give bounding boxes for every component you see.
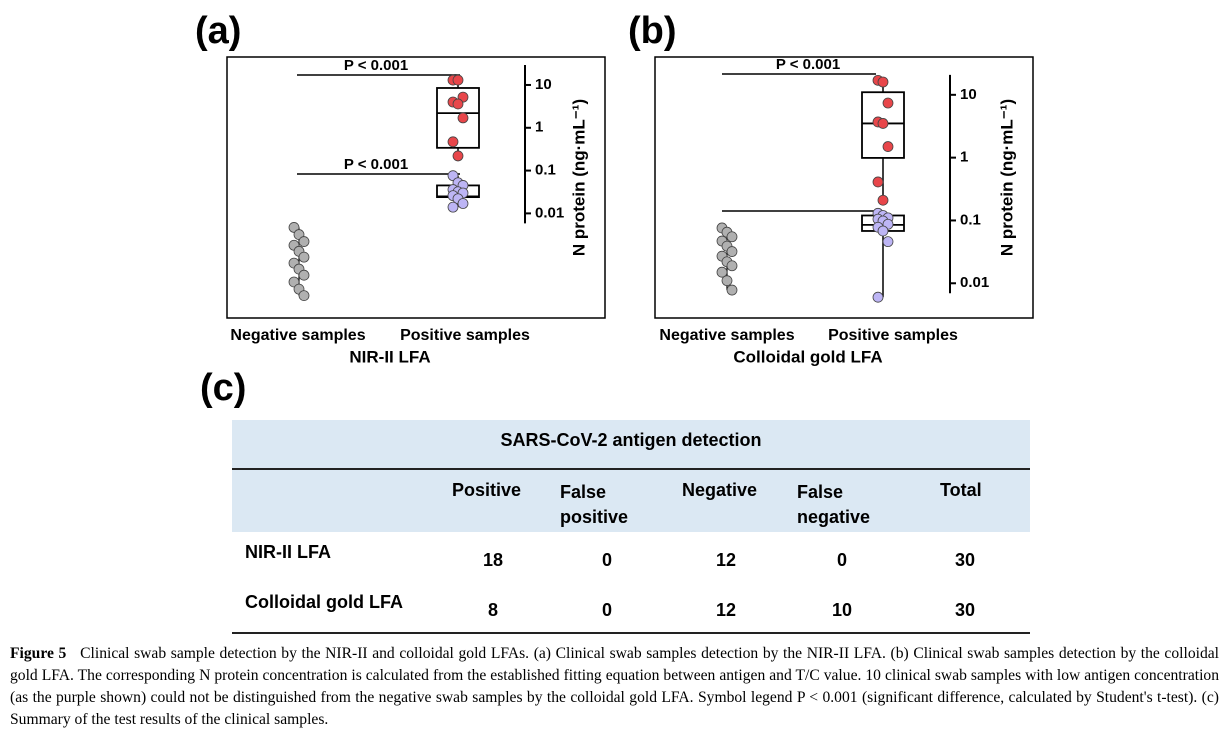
point [298,236,310,247]
point [872,291,884,303]
point [877,225,889,237]
point [872,176,884,188]
point [716,266,728,278]
x-tick-label: Positive samples [400,327,530,344]
plot-frame [654,56,1034,319]
caption-text: Clinical swab sample detection by the NI… [10,645,1219,728]
table-rule [232,632,1030,634]
point [877,76,889,88]
point [298,251,310,263]
point [447,136,459,148]
annotation: P < 0.001 [776,56,840,73]
x-tick-label: Negative samples [659,327,794,344]
figure: (a) (b) (c) 10 1 0.1 0.01 N protein (ng·mL⁻¹… [195,10,1034,409]
panel-label: (c) [200,367,246,409]
row-label: Colloidal gold LFA [245,592,403,612]
y-tick-label: 0.1 [535,162,556,179]
column-header: Negative [682,480,758,500]
column-header: Total [940,480,982,500]
cell: 12 [715,600,737,620]
point [298,269,310,281]
table-body: Positive False positive Negative False n… [232,470,1030,632]
y-tick-label: 1 [960,149,968,166]
point [721,275,733,287]
column-header: Positive [452,480,522,500]
cell: 0 [836,550,847,570]
caption: Figure 5 Clinical swab sample detection … [10,643,1219,731]
point [452,150,464,162]
y-axis-label: N protein (ng·mL⁻¹) [997,99,1016,256]
cell: 0 [601,600,612,620]
panel-label: (b) [628,10,677,52]
cell: 18 [482,550,504,570]
y-tick-label: 10 [535,76,552,93]
panel-label: (a) [195,10,241,52]
point [726,231,738,243]
x-axis-label: Colloidal gold LFA [733,347,882,366]
point [457,198,469,209]
column-header: False positive [560,482,629,527]
cell: 12 [715,550,737,570]
header-band [232,470,1030,532]
cell: 30 [954,600,976,620]
table: SARS-CoV-2 antigen detection Positive Fa… [232,420,1030,634]
y-tick-label: 0.01 [960,274,989,291]
y-tick-label: 10 [960,86,977,103]
cell: 0 [601,550,612,570]
point [452,74,464,86]
point [726,284,738,296]
cell: 8 [487,600,498,620]
caption-label: Figure 5 [10,645,67,662]
point [452,98,464,110]
point [882,236,894,248]
annotation: P < 0.001 [344,57,408,74]
y-tick-label: 0.01 [535,204,564,221]
x-axis-label: NIR-II LFA [349,347,430,366]
point [457,112,469,124]
row-label: NIR-II LFA [245,542,331,562]
point [447,201,459,213]
cell: 30 [954,550,976,570]
point [298,290,310,302]
point [877,194,889,206]
y-axis-label: N protein (ng·mL⁻¹) [569,99,588,256]
point [877,118,889,129]
x-tick-label: Negative samples [230,327,365,344]
plot-frame [226,56,606,319]
point [726,260,738,272]
cell: 10 [831,600,853,620]
point [726,246,738,257]
point [882,141,894,152]
annotation: P < 0.001 [344,156,408,173]
column-header: False negative [797,482,871,527]
point [882,97,894,109]
y-tick-label: 1 [535,119,543,136]
y-tick-label: 0.1 [960,211,981,228]
x-tick-label: Positive samples [828,327,958,344]
table-title: SARS-CoV-2 antigen detection [232,420,1030,470]
